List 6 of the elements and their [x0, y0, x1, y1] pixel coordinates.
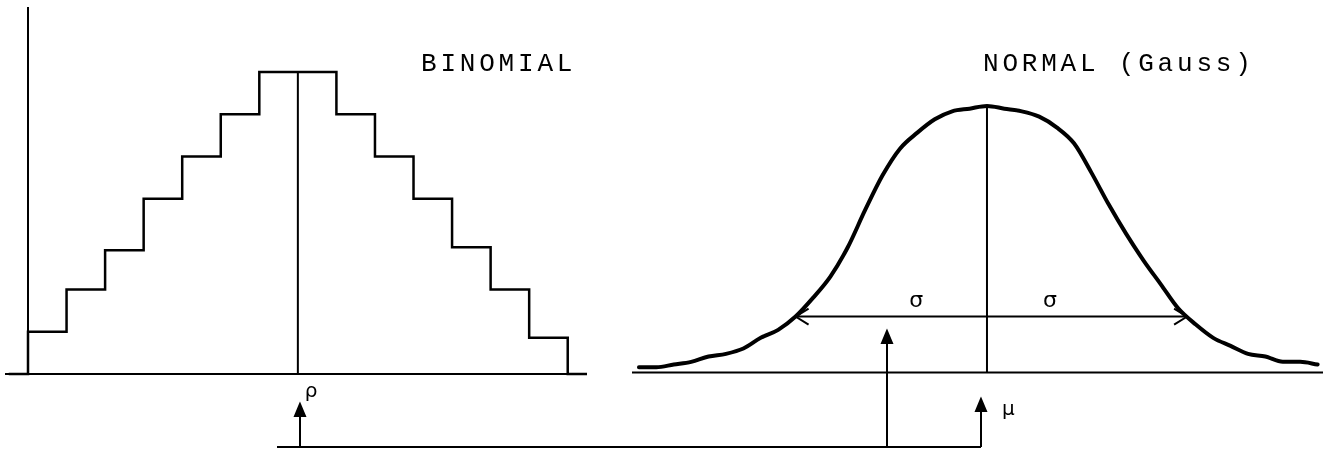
annotation: σ: [1043, 286, 1058, 312]
text: μ: [1001, 395, 1015, 420]
chart-title: NORMAL (Gauss): [983, 49, 1255, 79]
chart-title: BINOMIAL: [421, 49, 577, 79]
text: ρ: [304, 378, 318, 402]
ref-line-label: σ: [909, 286, 924, 312]
